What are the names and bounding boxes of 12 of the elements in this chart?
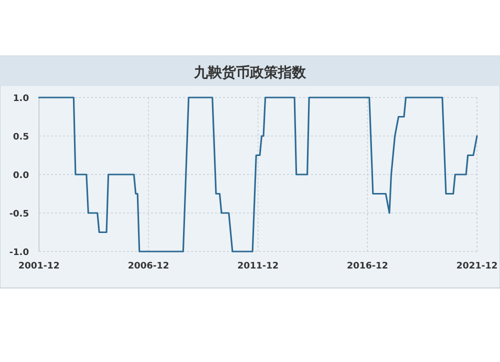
y-tick-label: 1.0 xyxy=(13,94,29,104)
x-tick-label: 2016-12 xyxy=(346,262,388,272)
line-series xyxy=(38,96,478,252)
x-tick-label: 2001-12 xyxy=(18,262,60,272)
x-tick-label: 2011-12 xyxy=(237,262,279,272)
y-tick-label: 0.0 xyxy=(13,171,29,181)
y-tick-label: 0.5 xyxy=(13,132,29,142)
y-tick-label: -1.0 xyxy=(9,248,29,258)
y-tick-label: -0.5 xyxy=(9,210,29,220)
x-tick-label: 2021-12 xyxy=(456,262,498,272)
x-tick-label: 2006-12 xyxy=(128,262,170,272)
chart-title: 九鞅货币政策指数 xyxy=(193,64,307,81)
